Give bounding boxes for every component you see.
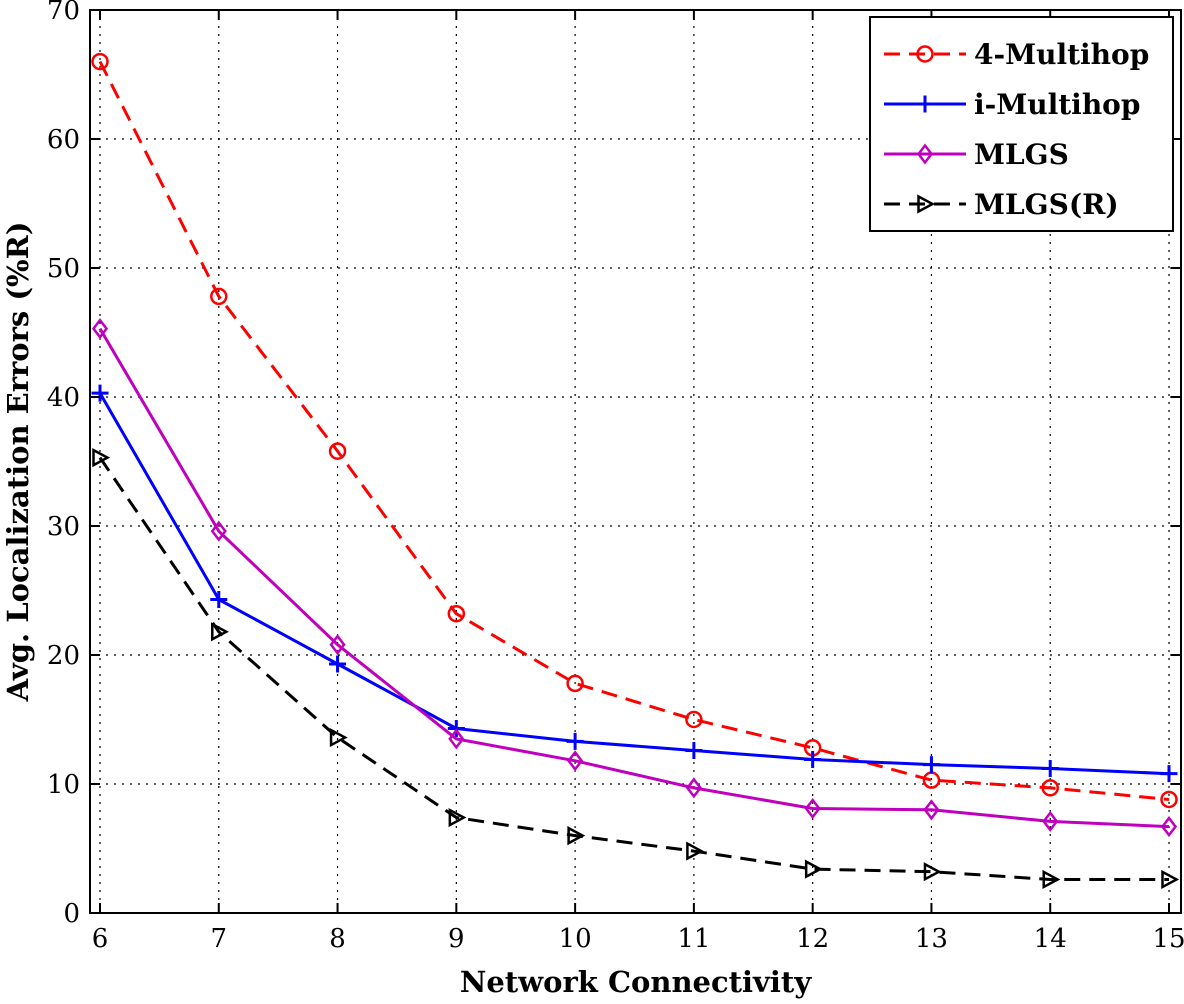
series-line-mlgs [98, 327, 1170, 829]
x-axis-label: Network Connectivity [460, 965, 813, 999]
y-tick-label: 40 [47, 383, 80, 413]
data-point-4-multihop [1041, 779, 1059, 797]
y-tick-label: 20 [47, 641, 80, 671]
series-line-mlgs-r [98, 456, 1169, 881]
series-line-i-multihop [98, 392, 1170, 776]
legend-marker-i-multihop [916, 95, 934, 113]
y-tick-label: 30 [47, 512, 80, 542]
data-point-mlgs [804, 797, 821, 820]
legend-label-mlgs-r: MLGS(R) [974, 188, 1119, 221]
data-point-i-multihop [1160, 765, 1178, 783]
y-tick-label: 70 [47, 0, 80, 26]
data-point-i-multihop [922, 756, 940, 774]
series-4-multihop [91, 52, 1178, 809]
legend-marker-mlgs [916, 143, 934, 165]
data-point-mlgs-r [329, 727, 348, 748]
data-point-4-multihop [447, 604, 466, 623]
legend-item-i-multihop: i-Multihop [884, 88, 1140, 121]
data-point-4-multihop [685, 710, 703, 729]
data-point-4-multihop [91, 52, 109, 71]
data-point-mlgs [210, 520, 227, 542]
data-point-i-multihop [91, 384, 109, 402]
data-point-mlgs-r [804, 859, 823, 879]
data-point-mlgs-r [211, 622, 229, 642]
data-point-mlgs-r [923, 862, 942, 882]
data-point-mlgs [91, 318, 109, 340]
x-tick-label: 8 [329, 924, 346, 954]
legend-marker-4-multihop [916, 45, 934, 63]
data-point-i-multihop [329, 655, 347, 673]
x-tick-label: 7 [211, 924, 228, 954]
legend-item-mlgs: MLGS [884, 138, 1069, 171]
data-point-4-multihop [328, 442, 347, 460]
data-point-mlgs-r [448, 807, 467, 828]
data-point-4-multihop [210, 287, 228, 306]
legend-label-i-multihop: i-Multihop [974, 88, 1140, 121]
x-tick-label: 13 [915, 924, 948, 954]
legend-label-mlgs: MLGS [974, 138, 1069, 171]
x-tick-label: 14 [1034, 924, 1067, 954]
y-tick-label: 10 [47, 770, 80, 800]
series-line-4-multihop [98, 60, 1170, 801]
legend-label-4-multihop: 4-Multihop [974, 38, 1149, 71]
series-mlgs [91, 318, 1178, 838]
x-tick-label: 12 [796, 924, 829, 954]
data-point-i-multihop [566, 732, 584, 750]
x-tick-label: 11 [677, 924, 710, 954]
data-point-i-multihop [804, 750, 822, 768]
data-point-i-multihop [1041, 760, 1059, 778]
y-tick-label: 60 [47, 125, 80, 155]
series-lines [91, 52, 1180, 890]
data-point-mlgs [923, 799, 940, 821]
data-point-mlgs [448, 728, 465, 750]
legend-item-4-multihop: 4-Multihop [884, 38, 1149, 71]
y-tick-label: 50 [47, 254, 80, 284]
legend-item-mlgs-r: MLGS(R) [884, 188, 1119, 221]
y-axis-label: Avg. Localization Errors (%R) [1, 222, 35, 703]
data-point-mlgs-r [567, 826, 586, 846]
series-i-multihop [91, 384, 1178, 783]
plot-frame [89, 9, 1182, 914]
data-point-mlgs [1042, 810, 1059, 832]
legend: 4-Multihop i-Multihop MLGS MLGS(R) [869, 16, 1174, 232]
data-point-mlgs-r [1161, 869, 1180, 890]
data-point-mlgs [1160, 816, 1178, 838]
x-tick-label: 10 [559, 924, 592, 954]
data-point-mlgs-r [686, 841, 705, 861]
data-point-i-multihop [685, 741, 703, 759]
data-point-mlgs [329, 634, 346, 656]
data-point-4-multihop [566, 674, 584, 693]
data-point-i-multihop [210, 591, 228, 609]
axis-ticks: 6 7 8 9 10 11 12 13 14 15 0 10 20 30 40 50 60 70 [47, 0, 1184, 954]
series-mlgs-r [92, 448, 1180, 890]
data-point-mlgs-r [1042, 869, 1061, 890]
legend-marker-mlgs-r [917, 194, 936, 214]
data-point-mlgs [567, 750, 584, 772]
data-point-mlgs-r [92, 448, 111, 468]
x-tick-label: 9 [448, 924, 465, 954]
x-tick-label: 6 [92, 924, 109, 954]
data-point-mlgs [685, 777, 702, 799]
data-point-4-multihop [1160, 790, 1178, 809]
y-tick-label: 0 [63, 899, 80, 929]
x-tick-label: 15 [1152, 924, 1184, 954]
